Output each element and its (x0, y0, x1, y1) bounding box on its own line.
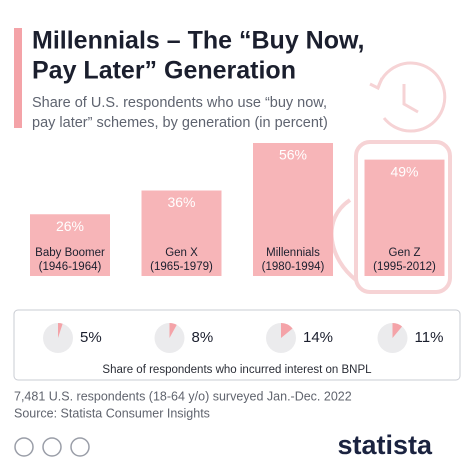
bar (30, 214, 110, 276)
source: Source: Statista Consumer Insights (14, 406, 210, 420)
value-label: 49% (390, 163, 418, 179)
license-icons (14, 437, 90, 457)
clock-icon (369, 61, 447, 133)
category-sublabel: (1995-2012) (373, 261, 436, 273)
bar (364, 159, 445, 276)
interest-box (13, 309, 461, 381)
accent-bar (14, 28, 22, 128)
category-label: Gen X (165, 247, 198, 259)
category-sublabel: (1965-1979) (150, 261, 213, 273)
category-label: Baby Boomer (35, 247, 105, 259)
pie-caption: Share of respondents who incurred intere… (102, 364, 372, 376)
pie-slice (392, 323, 403, 338)
pie-slice (169, 323, 177, 338)
category-sublabel: (1946-1964) (39, 261, 102, 273)
pie-value-label: 8% (192, 329, 214, 346)
bar (253, 143, 333, 276)
category-sublabel: (1980-1994) (262, 261, 325, 273)
subtitle-line: Share of U.S. respondents who use “buy n… (32, 95, 327, 111)
value-label: 56% (279, 147, 307, 163)
title-line: Pay Later” Generation (32, 57, 296, 85)
pie-slice (281, 323, 293, 338)
category-label: Gen Z (389, 247, 421, 259)
pie-value-label: 11% (415, 329, 444, 346)
brand: statista (337, 430, 433, 460)
category-label: Millennials (266, 247, 320, 259)
value-label: 26% (56, 218, 84, 234)
note: 7,481 U.S. respondents (18-64 y/o) surve… (14, 389, 352, 403)
bar (141, 190, 222, 276)
pie-slice (58, 323, 63, 338)
value-label: 36% (167, 194, 195, 210)
subtitle-line: pay later” schemes, by generation (in pe… (32, 115, 328, 131)
title-line: Millennials – The “Buy Now, (32, 27, 364, 55)
pie-value-label: 14% (303, 329, 333, 346)
pie-value-label: 5% (80, 329, 102, 346)
